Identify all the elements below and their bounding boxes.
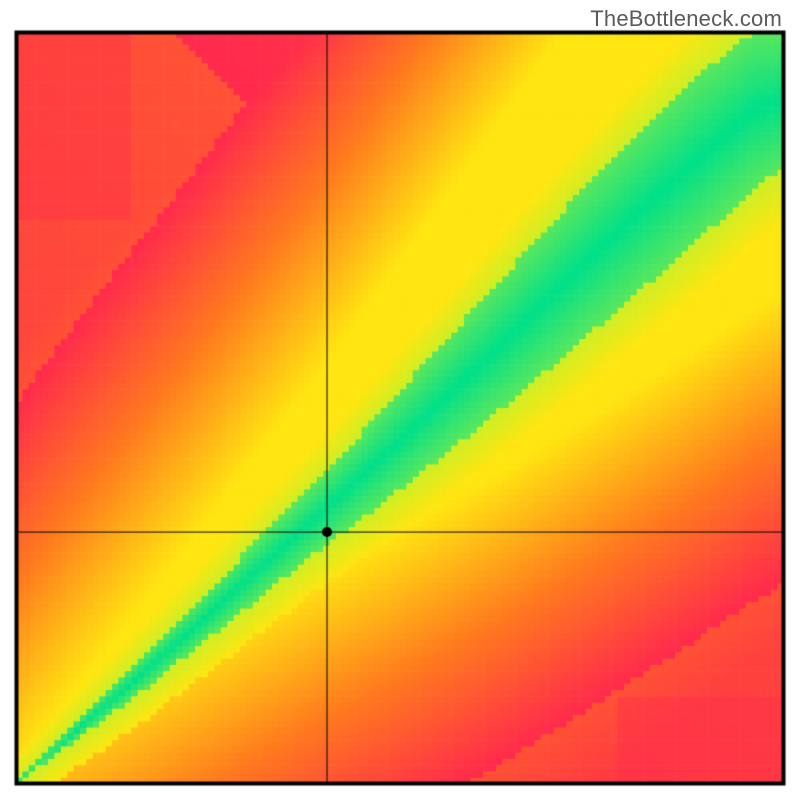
heatmap-canvas [0, 0, 800, 800]
chart-container: TheBottleneck.com [0, 0, 800, 800]
watermark-text: TheBottleneck.com [590, 6, 782, 32]
